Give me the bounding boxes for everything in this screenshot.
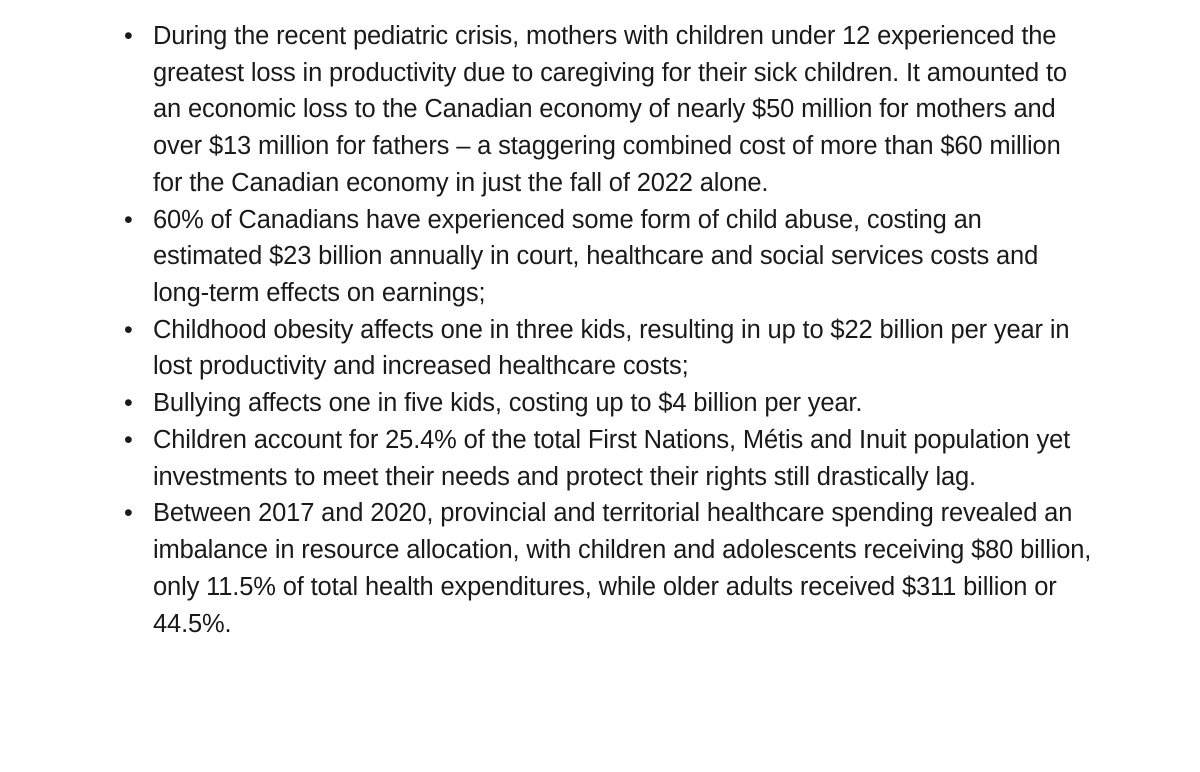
list-item: 60% of Canadians have experienced some f… xyxy=(153,202,1095,312)
list-item: Childhood obesity affects one in three k… xyxy=(153,312,1095,385)
list-item: During the recent pediatric crisis, moth… xyxy=(153,18,1095,202)
bullet-list: During the recent pediatric crisis, moth… xyxy=(105,18,1095,642)
list-item: Children account for 25.4% of the total … xyxy=(153,422,1095,495)
list-item: Bullying affects one in five kids, costi… xyxy=(153,385,1095,422)
list-item: Between 2017 and 2020, provincial and te… xyxy=(153,495,1095,642)
